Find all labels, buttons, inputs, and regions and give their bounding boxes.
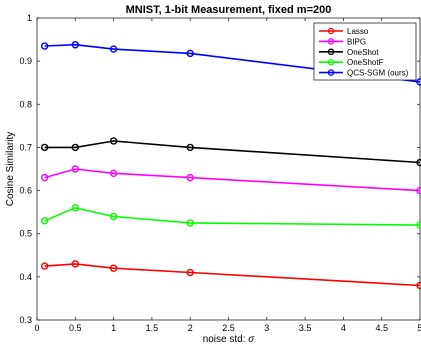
- legend-swatch-marker: [327, 58, 335, 66]
- data-point: [71, 204, 80, 212]
- legend-swatch-marker: [327, 27, 335, 35]
- x-tick-label: 0.5: [69, 323, 82, 333]
- series-qcs-sgm-ours: [40, 41, 421, 86]
- x-tick-label: 2: [188, 323, 193, 333]
- series-oneshot: [40, 137, 421, 167]
- series-layer: [40, 41, 421, 290]
- data-point: [416, 221, 421, 229]
- series-bipg: [40, 165, 421, 195]
- data-point: [71, 165, 80, 173]
- data-point: [109, 169, 118, 178]
- y-tick-label: 0.3: [19, 315, 32, 325]
- series-line: [44, 263, 421, 287]
- series-oneshotf: [40, 204, 421, 229]
- data-point: [40, 143, 49, 152]
- data-point: [71, 41, 80, 49]
- y-tick-label: 0.5: [19, 229, 32, 239]
- legend-swatch-marker: [327, 38, 335, 45]
- x-axis-label-text: noise std:: [203, 334, 249, 345]
- x-tick-label: 0: [34, 323, 39, 333]
- data-point: [40, 173, 49, 182]
- plot-frame: [36, 17, 421, 321]
- x-tick-label: 4: [341, 323, 346, 333]
- legend-swatch-marker: [327, 48, 335, 56]
- data-point: [416, 186, 421, 195]
- legend-swatch-marker: [327, 69, 335, 76]
- series-line: [44, 168, 421, 192]
- data-point: [40, 262, 49, 270]
- legend-entry-label: OneShotF: [347, 58, 384, 67]
- x-tick-label: 2.5: [222, 323, 235, 333]
- series-line: [44, 206, 421, 226]
- data-point: [71, 260, 80, 268]
- x-tick-label: 3.5: [299, 323, 312, 333]
- legend-entry-label: QCS-SGM (ours): [347, 69, 409, 78]
- data-point: [71, 143, 80, 152]
- x-tick-label: 4.5: [375, 323, 388, 333]
- x-tick-label: 1.5: [146, 323, 159, 333]
- y-axis-label: Cosine Similarity: [5, 132, 16, 206]
- series-lasso: [40, 260, 421, 290]
- series-line: [44, 43, 421, 83]
- y-tick-label: 0.7: [19, 142, 32, 152]
- legend-entry-label: Lasso: [347, 27, 369, 36]
- data-point: [109, 212, 118, 221]
- data-point: [416, 158, 421, 167]
- y-tick-label: 0.4: [19, 272, 32, 282]
- x-tick-label: 1: [111, 323, 116, 333]
- y-tick-label: 0.9: [19, 56, 32, 66]
- data-point: [40, 42, 49, 50]
- y-tick-label: 0.8: [19, 99, 32, 109]
- data-point: [416, 281, 421, 290]
- x-axis-label-symbol: σ: [248, 334, 255, 345]
- data-point: [186, 143, 194, 152]
- data-point: [416, 78, 421, 86]
- x-tick-label: 5: [417, 323, 421, 333]
- data-point: [109, 45, 118, 53]
- legend-entry-label: OneShot: [347, 48, 379, 57]
- x-tick-label: 3: [264, 323, 269, 333]
- x-axis-label: noise std: σ: [203, 334, 256, 345]
- tick-layer: 0 0.5 1 1.5 2 2.5 3 3.5 4 4.5 5 0.3 0.4 0.5 0.6 0.7 0.8 0…: [19, 13, 421, 333]
- data-point: [186, 49, 194, 58]
- chart-title: MNIST, 1-bit Measurement, fixed m=200: [126, 4, 332, 16]
- series-line: [44, 140, 421, 164]
- data-point: [186, 268, 194, 277]
- data-point: [109, 264, 118, 272]
- data-point: [186, 219, 194, 227]
- data-point: [40, 217, 49, 225]
- y-tick-label: 1: [27, 13, 32, 23]
- data-point: [186, 173, 194, 182]
- legend-entry-label: BIPG: [347, 37, 366, 46]
- y-tick-label: 0.6: [19, 186, 32, 196]
- data-point: [109, 137, 118, 145]
